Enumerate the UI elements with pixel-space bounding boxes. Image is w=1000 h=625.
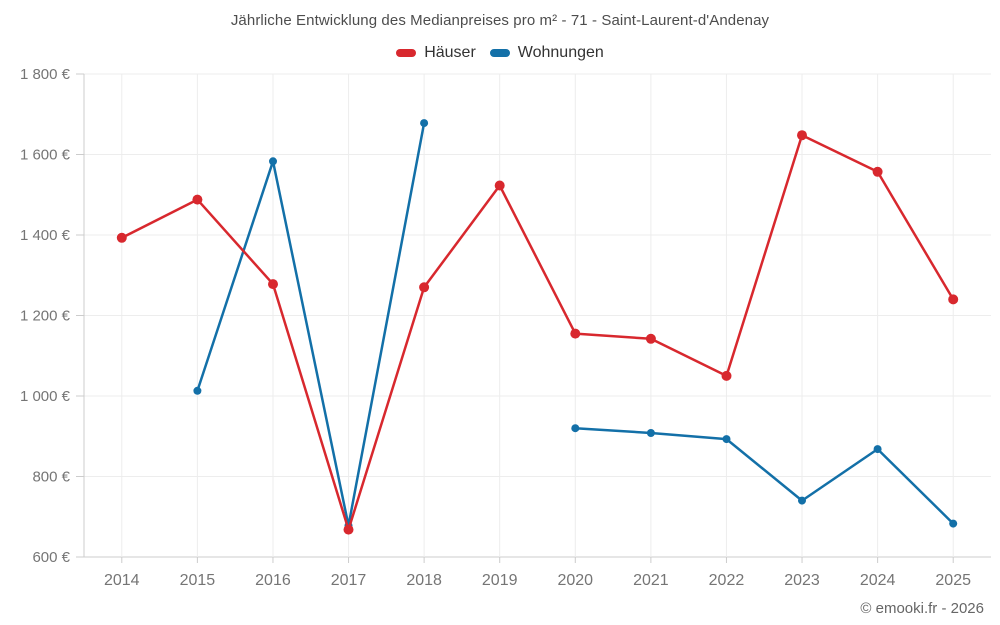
data-point-h-user-2014[interactable] <box>116 232 127 243</box>
legend-label-hauser: Häuser <box>424 44 476 61</box>
y-axis-label: 1 000 € <box>20 388 71 405</box>
data-point-h-user-2018[interactable] <box>419 282 430 293</box>
x-axis-label: 2021 <box>633 572 669 589</box>
data-point-wohnungen-2016[interactable] <box>269 157 277 166</box>
data-point-h-user-2015[interactable] <box>192 194 203 205</box>
y-axis-label: 1 400 € <box>20 227 71 244</box>
data-point-h-user-2025[interactable] <box>948 294 959 305</box>
x-axis-label: 2017 <box>331 572 367 589</box>
hauser-series-swatch <box>396 49 417 57</box>
data-point-wohnungen-2015[interactable] <box>193 386 202 395</box>
data-point-wohnungen-2021[interactable] <box>646 429 655 437</box>
legend-item-wohnungen[interactable]: Wohnungen <box>489 44 604 62</box>
data-point-h-user-2019[interactable] <box>494 180 505 191</box>
y-axis-label: 800 € <box>32 469 70 486</box>
data-point-wohnungen-2020[interactable] <box>571 424 580 433</box>
x-axis-label: 2018 <box>406 572 442 589</box>
series-line-wohnungen <box>574 426 955 525</box>
data-point-wohnungen-2023[interactable] <box>798 496 806 505</box>
legend-item-hauser[interactable]: Häuser <box>396 44 476 62</box>
y-axis-label: 600 € <box>32 549 70 566</box>
x-axis-label: 2023 <box>784 572 820 589</box>
x-axis-label: 2022 <box>709 572 745 589</box>
data-point-h-user-2023[interactable] <box>797 130 807 141</box>
data-point-h-user-2024[interactable] <box>872 166 883 177</box>
x-axis-label: 2020 <box>557 572 593 589</box>
x-axis-label: 2016 <box>255 572 291 589</box>
y-axis-label: 1 800 € <box>20 66 71 83</box>
x-axis-label: 2019 <box>482 572 518 589</box>
data-point-wohnungen-2024[interactable] <box>873 445 882 454</box>
data-point-h-user-2022[interactable] <box>721 370 732 381</box>
chart-title: Jährliche Entwicklung des Medianpreises … <box>230 12 770 29</box>
data-point-wohnungen-2025[interactable] <box>949 519 958 528</box>
copyright-footer: © emooki.fr - 2026 <box>860 600 984 617</box>
data-point-h-user-2020[interactable] <box>570 328 581 339</box>
x-axis-label: 2025 <box>935 572 971 589</box>
data-point-wohnungen-2018[interactable] <box>420 119 429 128</box>
x-axis-label: 2014 <box>104 572 140 589</box>
data-point-wohnungen-2022[interactable] <box>722 435 731 444</box>
wohnungen-series-swatch <box>489 49 510 57</box>
data-point-h-user-2016[interactable] <box>268 279 278 290</box>
x-axis-label: 2015 <box>180 572 216 589</box>
y-axis-label: 1 600 € <box>20 147 71 164</box>
x-axis-label: 2024 <box>860 572 896 589</box>
data-point-h-user-2017[interactable] <box>343 524 354 535</box>
series-line-h-user <box>120 133 955 531</box>
y-axis-label: 1 200 € <box>20 308 71 325</box>
legend-label-wohnungen: Wohnungen <box>517 44 604 61</box>
series-line-wohnungen <box>196 121 426 527</box>
legend: Häuser Wohnungen <box>0 44 1000 62</box>
data-point-h-user-2021[interactable] <box>645 333 656 344</box>
